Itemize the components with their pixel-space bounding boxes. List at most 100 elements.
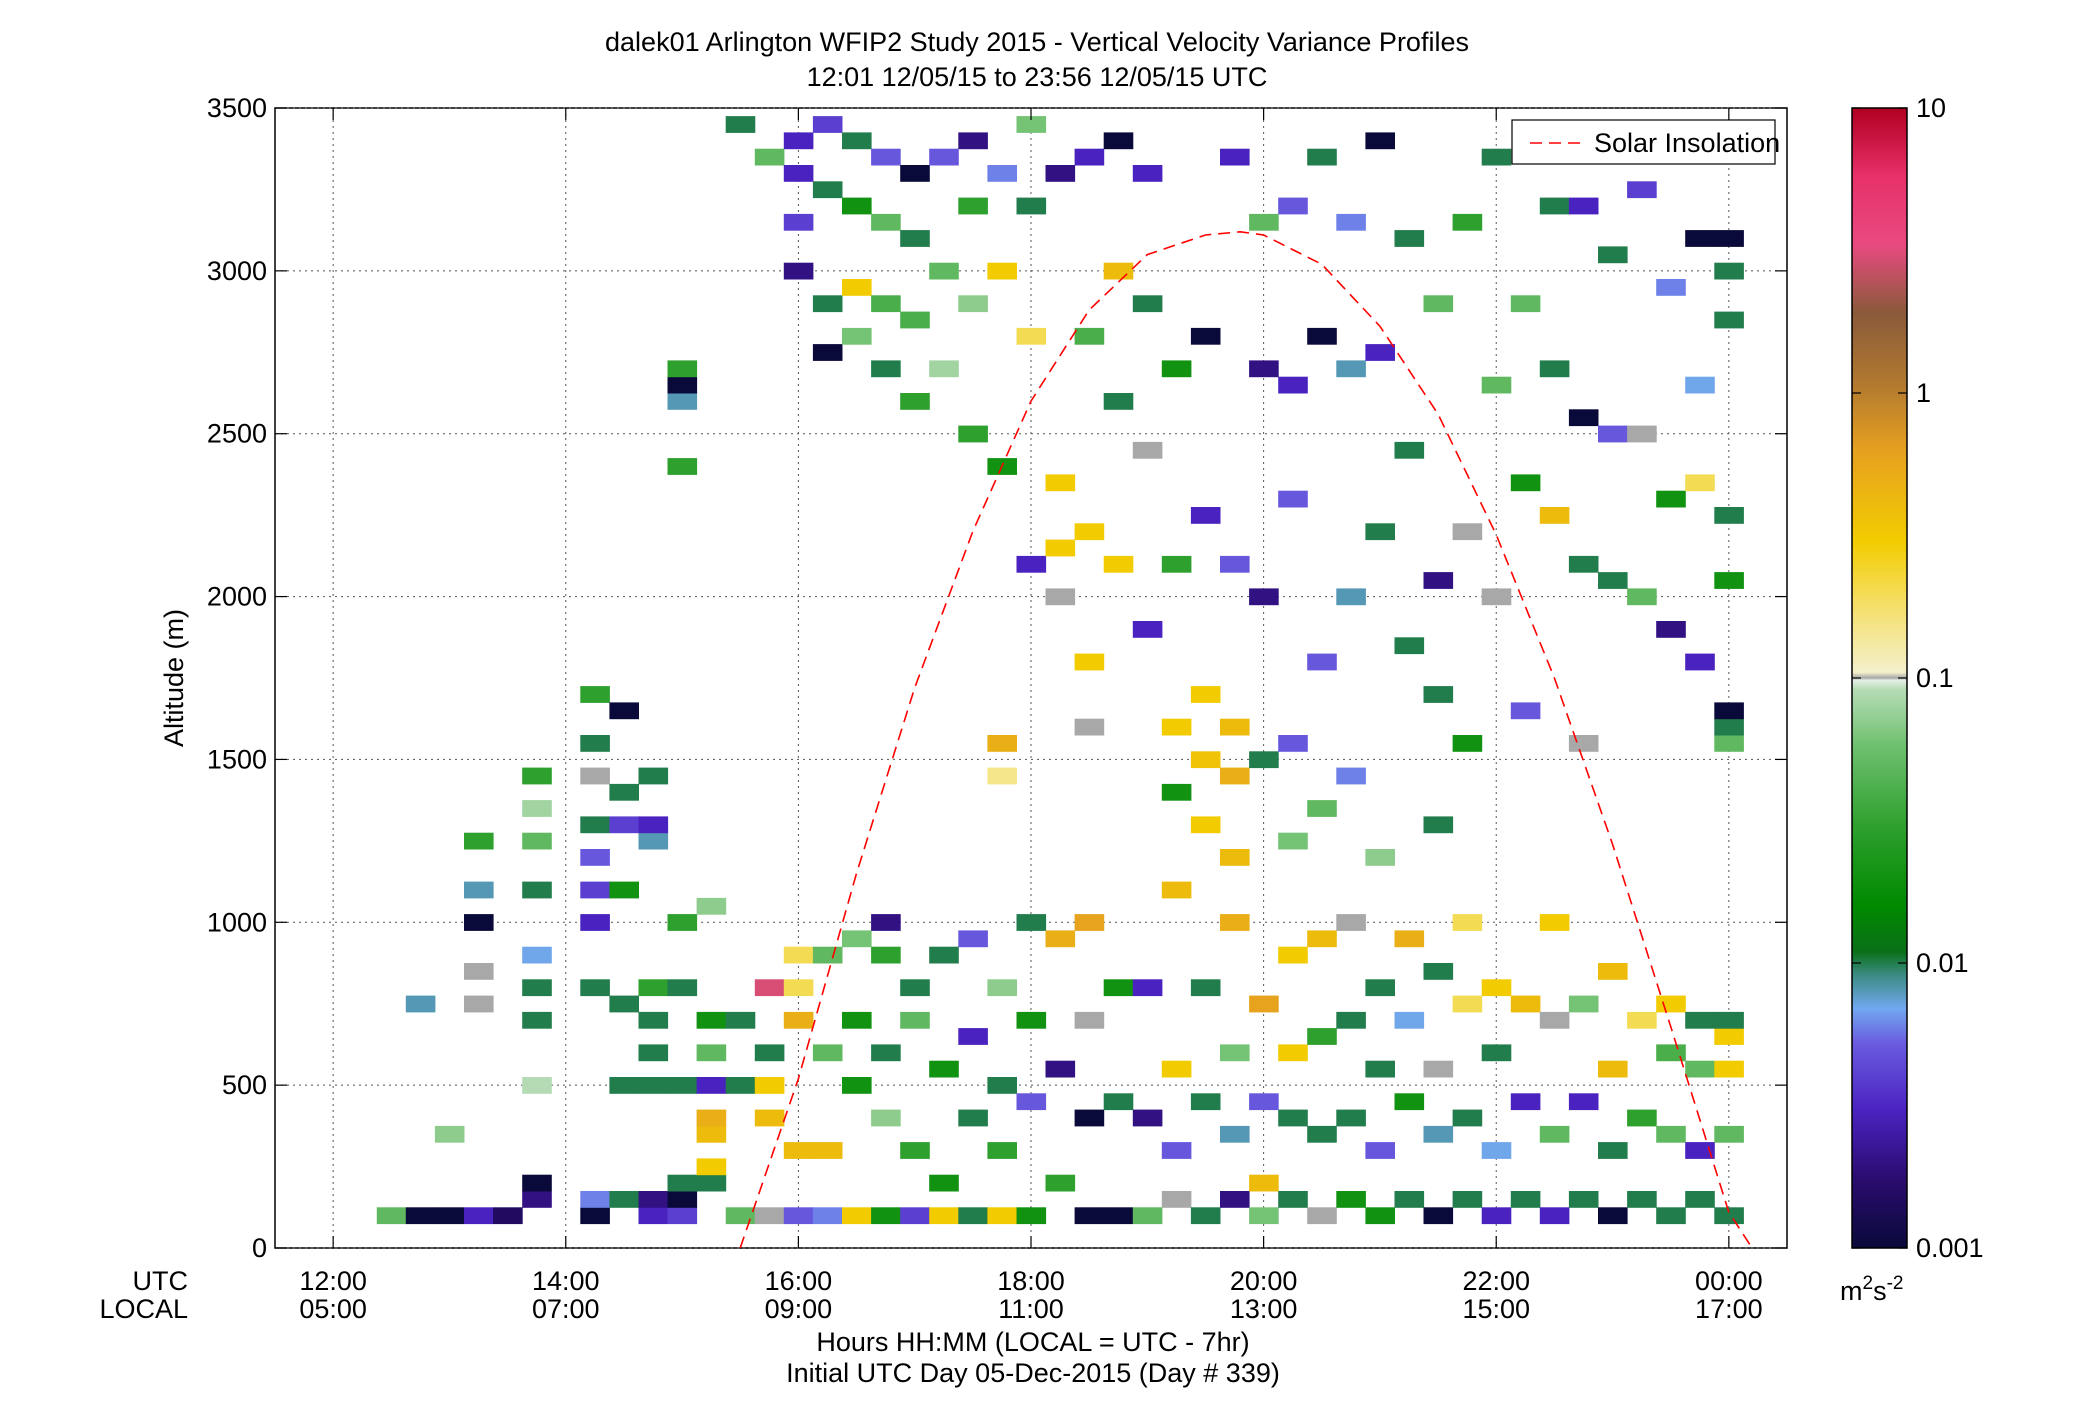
variance-cell (522, 1174, 552, 1192)
variance-cell (1132, 295, 1163, 313)
variance-cell (1220, 148, 1250, 166)
variance-cell (1220, 555, 1250, 573)
variance-cell (871, 148, 901, 166)
variance-cell (667, 360, 698, 378)
variance-cell (696, 897, 727, 915)
variance-cell (522, 1011, 552, 1029)
variance-cell (1714, 1060, 1744, 1078)
x-tick-label-utc: 18:00 (997, 1266, 1065, 1296)
variance-cell (580, 735, 610, 752)
variance-cell (783, 262, 814, 280)
variance-cell (696, 1044, 727, 1062)
variance-cell (900, 393, 930, 410)
variance-cell (958, 425, 988, 443)
variance-cell (871, 946, 901, 964)
variance-cell (376, 1207, 407, 1225)
colorbar-tick-label: 0.001 (1916, 1233, 1984, 1263)
variance-cell (1394, 441, 1425, 459)
variance-cell (754, 1207, 785, 1225)
variance-cell (405, 1207, 436, 1225)
variance-cell (522, 1191, 552, 1208)
variance-cell (987, 767, 1017, 785)
variance-cell (1598, 425, 1628, 443)
variance-cell (1307, 930, 1337, 948)
variance-cell (1714, 718, 1744, 736)
variance-cell (667, 1207, 698, 1225)
variance-cell (842, 1077, 872, 1094)
variance-cell (1045, 588, 1076, 606)
variance-cell (958, 295, 988, 313)
variance-cell (1220, 1125, 1250, 1143)
variance-cell (696, 1011, 727, 1029)
colorbar-tick-label: 0.01 (1916, 948, 1969, 978)
variance-cell (1685, 376, 1715, 394)
variance-cell (1365, 979, 1395, 997)
variance-cell (1510, 295, 1541, 313)
variance-cell (987, 165, 1017, 182)
y-tick-label: 2500 (207, 419, 267, 449)
variance-cell (1190, 751, 1221, 769)
variance-cell (783, 979, 814, 997)
variance-cell (1307, 1207, 1337, 1225)
variance-cell (900, 311, 930, 329)
colorbar-unit: m2s-2 (1840, 1273, 1903, 1306)
variance-cell (1016, 914, 1047, 931)
variance-cell (1190, 686, 1221, 703)
variance-cell (871, 213, 901, 231)
variance-cell (1249, 1174, 1279, 1192)
variance-cell (1452, 914, 1483, 931)
colorbar-unit-sup2: -2 (1887, 1273, 1904, 1294)
variance-cell (1394, 1191, 1425, 1208)
variance-cell (929, 1207, 959, 1225)
variance-cell (1161, 1191, 1192, 1208)
variance-cell (1074, 148, 1105, 166)
variance-cell (1423, 1207, 1454, 1225)
variance-cell (1656, 1207, 1686, 1225)
variance-cell (1627, 181, 1657, 199)
variance-cell (1336, 1011, 1366, 1029)
variance-cell (929, 262, 959, 280)
variance-cell (871, 360, 901, 378)
colorbar-unit-mid: s (1873, 1276, 1887, 1306)
variance-cell (871, 1044, 901, 1062)
variance-cell (1278, 376, 1308, 394)
variance-cell (1656, 621, 1686, 638)
variance-cell (638, 1077, 669, 1094)
variance-cell (1220, 1044, 1250, 1062)
variance-cell (1249, 588, 1279, 606)
variance-cell (900, 1142, 930, 1159)
variance-cell (609, 702, 639, 720)
variance-cell (522, 800, 552, 817)
variance-cell (464, 963, 494, 980)
variance-cell (1568, 1093, 1599, 1111)
variance-cell (522, 767, 552, 785)
variance-cell (1627, 425, 1657, 443)
variance-cell (812, 946, 843, 964)
variance-cell (1423, 963, 1454, 980)
variance-cell (493, 1207, 523, 1225)
variance-cell (1452, 1109, 1483, 1127)
variance-cell (1103, 262, 1134, 280)
variance-cell (1307, 148, 1337, 166)
variance-cell (1190, 1093, 1221, 1111)
variance-cell (1161, 1060, 1192, 1078)
variance-cell (1598, 963, 1628, 980)
variance-cell (1220, 849, 1250, 866)
variance-cell (1074, 523, 1105, 541)
variance-cell (609, 881, 639, 899)
variance-cell (1074, 653, 1105, 671)
variance-cell (1336, 1109, 1366, 1127)
variance-cell (1016, 1207, 1047, 1225)
variance-cell (958, 1109, 988, 1127)
variance-cell (958, 132, 988, 150)
colorbar: 10 1 0.1 0.01 0.001 m2s-2 (1840, 93, 1984, 1306)
variance-cell (1365, 523, 1395, 541)
variance-cell (1714, 1125, 1744, 1143)
x-tick-label-local: 07:00 (532, 1294, 600, 1324)
variance-cell (1336, 360, 1366, 378)
variance-cell (434, 1125, 465, 1143)
variance-cell (900, 230, 930, 247)
x-tick-label-utc: 22:00 (1462, 1266, 1530, 1296)
variance-cell (1714, 1028, 1744, 1045)
